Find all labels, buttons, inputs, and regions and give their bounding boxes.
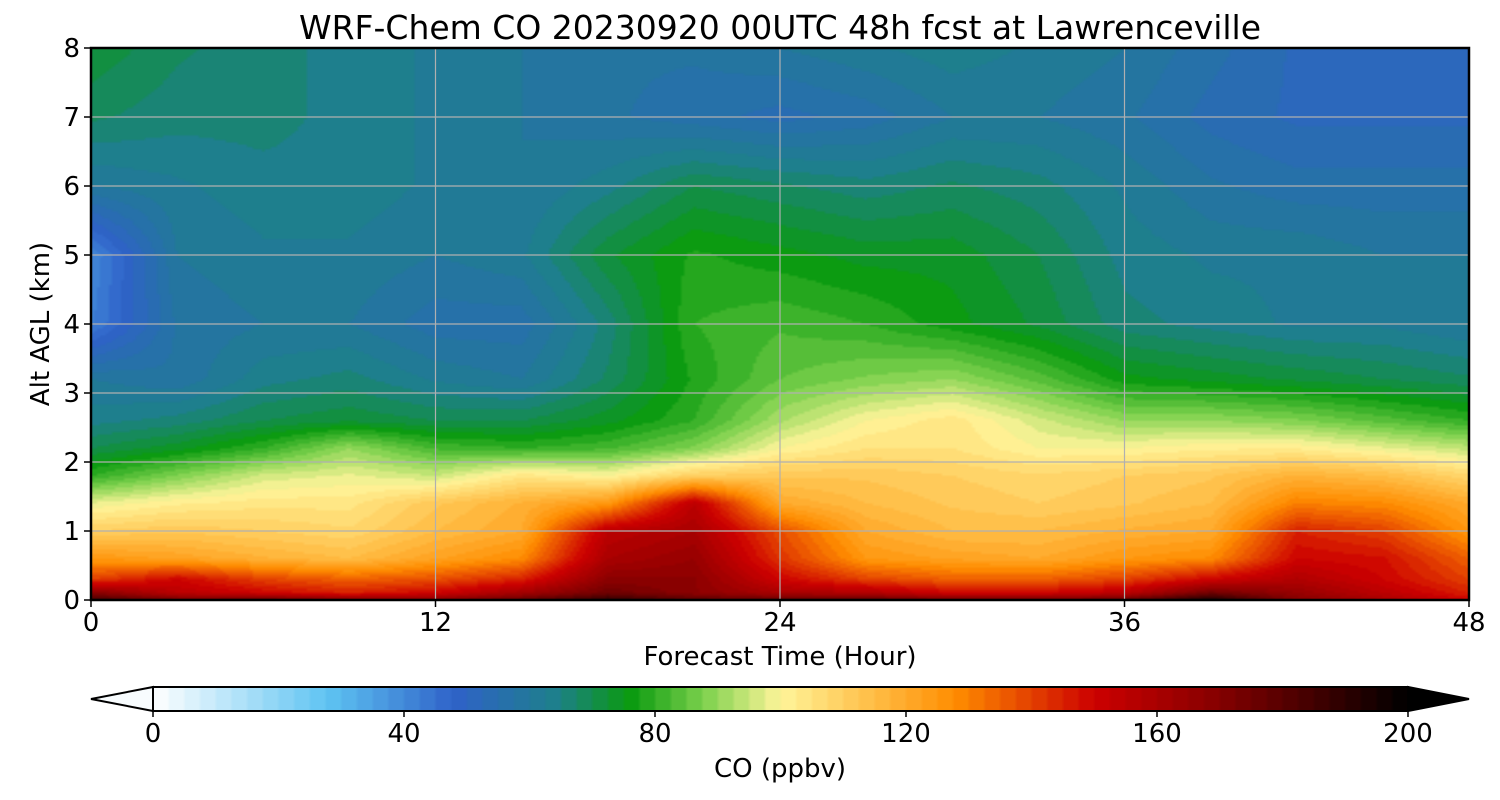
y-tick-label: 0 xyxy=(63,586,80,616)
y-tick-label: 2 xyxy=(63,448,80,478)
colorbar-ticks: 0 40 80 120 160 200 xyxy=(145,711,1433,749)
y-tick-label: 5 xyxy=(63,241,80,271)
y-axis-ticks: 0 1 2 3 4 5 6 7 8 xyxy=(63,34,91,616)
colorbar-extend-min xyxy=(90,685,154,713)
y-tick-label: 3 xyxy=(63,379,80,409)
colorbar: 0 40 80 120 160 200 CO (ppbv) xyxy=(90,685,1470,784)
colorbar-tick-label: 0 xyxy=(145,719,162,749)
grid-lines xyxy=(91,48,1469,600)
x-axis-ticks: 0 12 24 36 48 xyxy=(83,600,1486,638)
colorbar-tick-label: 200 xyxy=(1383,719,1433,749)
y-tick-label: 6 xyxy=(63,172,80,202)
colorbar-extend-max xyxy=(1407,685,1470,713)
colorbar-frame xyxy=(152,686,1409,712)
colorbar-tick-label: 80 xyxy=(638,719,671,749)
colorbar-gradient xyxy=(153,687,1408,711)
y-tick-label: 8 xyxy=(63,34,80,64)
colorbar-tick-label: 160 xyxy=(1132,719,1182,749)
x-axis-label: Forecast Time (Hour) xyxy=(643,642,916,672)
x-tick-label: 0 xyxy=(83,608,100,638)
y-tick-label: 7 xyxy=(63,103,80,133)
x-tick-label: 24 xyxy=(763,608,796,638)
x-tick-label: 36 xyxy=(1108,608,1141,638)
colorbar-tick-label: 40 xyxy=(387,719,420,749)
chart-title: WRF-Chem CO 20230920 00UTC 48h fcst at L… xyxy=(299,8,1261,47)
colorbar-tick-label: 120 xyxy=(881,719,931,749)
y-tick-label: 1 xyxy=(63,517,80,547)
colorbar-label: CO (ppbv) xyxy=(714,754,846,784)
x-tick-label: 12 xyxy=(419,608,452,638)
y-axis-label: Alt AGL (km) xyxy=(26,242,56,406)
x-tick-label: 48 xyxy=(1452,608,1485,638)
y-tick-label: 4 xyxy=(63,310,80,340)
